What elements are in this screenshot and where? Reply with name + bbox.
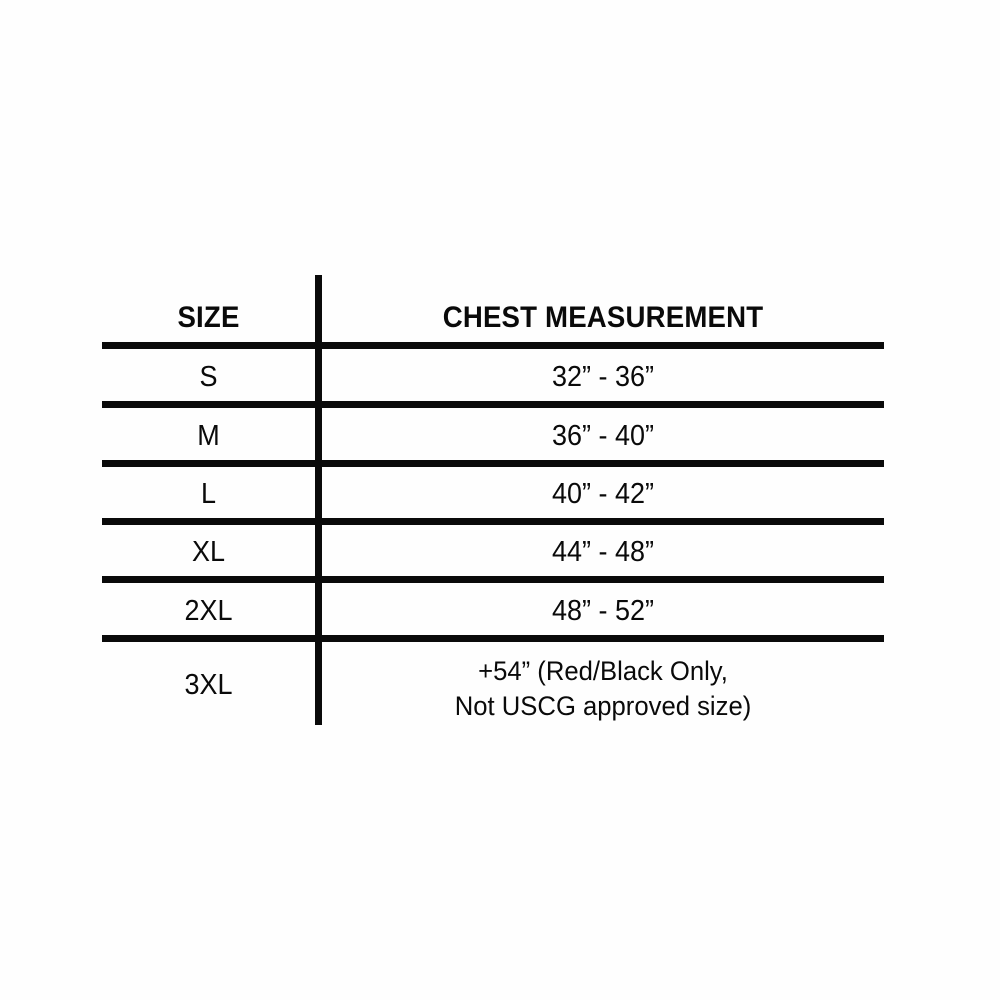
row-divider-3: [102, 518, 884, 525]
table-row-size-m: M: [197, 420, 220, 452]
row-divider-5: [102, 635, 884, 642]
table-row-size-3xl: 3XL: [184, 669, 233, 701]
table-row-size-2xl: 2XL: [184, 595, 233, 627]
row-divider-2: [102, 460, 884, 467]
table-row-size-xl: XL: [191, 536, 225, 568]
column-header-chest-measurement: CHEST MEASUREMENT: [442, 301, 764, 334]
table-cell-chest-xl: 44” - 48”: [552, 536, 654, 568]
size-chart-table: SIZE CHEST MEASUREMENT S 32” - 36” M 36”…: [102, 272, 884, 732]
table-cell-chest-2xl: 48” - 52”: [552, 595, 654, 627]
row-divider-4: [102, 576, 884, 583]
table-row-size-l: L: [200, 478, 216, 510]
column-divider: [315, 275, 322, 725]
column-header-size: SIZE: [177, 301, 240, 334]
table-cell-chest-m: 36” - 40”: [552, 420, 654, 452]
table-cell-chest-l: 40” - 42”: [552, 478, 654, 510]
row-divider-header: [102, 342, 884, 349]
table-cell-chest-s: 32” - 36”: [552, 361, 654, 393]
table-row-size-s: S: [199, 361, 218, 393]
table-cell-chest-3xl: +54” (Red/Black Only, Not USCG approved …: [454, 656, 752, 722]
row-divider-1: [102, 401, 884, 408]
